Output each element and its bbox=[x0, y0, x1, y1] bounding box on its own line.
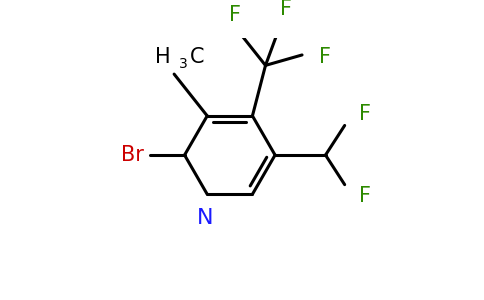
Text: F: F bbox=[229, 4, 241, 25]
Text: F: F bbox=[319, 47, 332, 67]
Text: F: F bbox=[359, 104, 371, 124]
Text: 3: 3 bbox=[180, 57, 188, 70]
Text: F: F bbox=[359, 186, 371, 206]
Text: C: C bbox=[190, 47, 204, 67]
Text: N: N bbox=[197, 208, 214, 228]
Text: H: H bbox=[155, 47, 171, 67]
Text: Br: Br bbox=[121, 145, 144, 165]
Text: F: F bbox=[280, 0, 292, 19]
